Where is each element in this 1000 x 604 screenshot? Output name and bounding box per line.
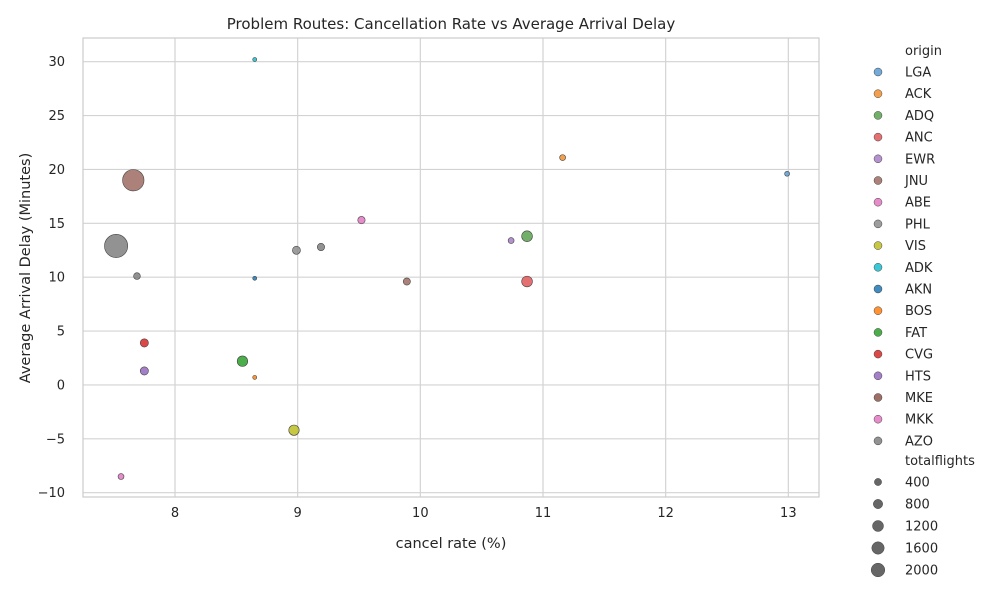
- legend-size-marker: [871, 541, 885, 555]
- legend-marker: [873, 219, 883, 229]
- legend-item-label: BOS: [905, 304, 932, 319]
- x-axis-label: cancel rate (%): [396, 536, 507, 552]
- legend-marker: [873, 263, 883, 272]
- y-tick-label: 20: [48, 163, 65, 178]
- data-point-adq: [521, 230, 533, 242]
- legend-size-label: 400: [905, 476, 930, 491]
- legend-marker: [873, 328, 883, 337]
- x-tick-label: 8: [171, 506, 179, 521]
- legend-item-label: MKK: [905, 413, 934, 428]
- x-tick-labels: 8 9 10 11 12 13: [171, 506, 797, 521]
- legend-item-label: ANC: [905, 131, 933, 146]
- legend-item-label: ACK: [905, 87, 932, 102]
- legend-item-label: ADK: [905, 261, 933, 276]
- data-point-cvg: [139, 338, 149, 348]
- data-point-akn: [252, 275, 258, 281]
- x-tick-label: 10: [412, 506, 429, 521]
- y-tick-label: 25: [48, 109, 65, 124]
- legend-hue-title: origin: [905, 44, 942, 59]
- legend-marker: [873, 67, 883, 77]
- data-point-hts: [139, 366, 149, 376]
- data-points: [104, 57, 790, 480]
- legend-size-label: 800: [905, 498, 930, 513]
- x-tick-label: 13: [780, 506, 797, 521]
- legend-item-label: AKN: [905, 283, 932, 298]
- data-point-azo: [133, 272, 141, 280]
- y-tick-label: −5: [46, 432, 65, 447]
- legend-size-title: totalflights: [905, 454, 975, 469]
- legend-size-label: 1200: [905, 520, 938, 535]
- legend-size-marker: [874, 478, 882, 486]
- chart-title: Problem Routes: Cancellation Rate vs Ave…: [227, 15, 676, 33]
- legend: origin LGA ACK ADQ ANC EWR JNU ABE PHL VIS ADK AKN B…: [870, 44, 975, 579]
- data-point-ewr: [507, 237, 515, 244]
- x-tick-label: 12: [657, 506, 674, 521]
- y-axis-label: Average Arrival Delay (Minutes): [18, 153, 34, 383]
- legend-marker: [873, 176, 883, 185]
- data-point-fat: [236, 355, 249, 367]
- data-point-vis: [288, 424, 300, 436]
- legend-marker: [873, 284, 883, 294]
- legend-item-label: MKE: [905, 391, 933, 406]
- legend-item-label: AZO: [905, 434, 933, 449]
- y-tick-label: 5: [57, 325, 65, 340]
- legend-marker: [873, 349, 883, 359]
- legend-item-label: ABE: [905, 196, 931, 211]
- data-point-azo: [316, 243, 325, 252]
- data-point-abe: [117, 473, 125, 480]
- data-point-bos: [252, 375, 258, 380]
- data-point-anc: [521, 275, 533, 288]
- legend-item-label: CVG: [905, 348, 933, 363]
- legend-marker: [873, 132, 883, 142]
- legend-marker: [873, 111, 883, 120]
- plot-frame: [82, 37, 820, 498]
- data-point-ack: [559, 154, 566, 161]
- legend-marker: [873, 436, 883, 446]
- legend-item-label: FAT: [905, 326, 927, 341]
- legend-item-label: LGA: [905, 66, 931, 81]
- data-point-phl: [292, 245, 301, 255]
- legend-marker: [873, 414, 883, 424]
- legend-size-marker: [870, 562, 886, 578]
- legend-marker: [873, 241, 883, 250]
- y-tick-label: 30: [48, 55, 65, 70]
- legend-marker: [873, 393, 883, 402]
- y-tick-label: −10: [38, 486, 65, 501]
- grid-lines: [83, 38, 819, 497]
- legend-size-label: 2000: [905, 564, 938, 579]
- data-point-jnu: [122, 169, 145, 192]
- legend-marker: [873, 154, 883, 164]
- legend-size-label: 1600: [905, 542, 938, 557]
- legend-item-label: ADQ: [905, 109, 934, 124]
- legend-item-label: JNU: [904, 174, 928, 189]
- data-point-jnu: [402, 277, 411, 286]
- legend-item-label: HTS: [905, 369, 931, 384]
- y-tick-label: 10: [48, 271, 65, 286]
- legend-size-marker: [873, 499, 883, 509]
- legend-item-label: VIS: [905, 239, 926, 254]
- x-tick-label: 9: [294, 506, 302, 521]
- data-point-lga: [784, 170, 790, 177]
- legend-marker: [873, 371, 883, 381]
- data-point-azo: [104, 234, 129, 258]
- data-point-abe: [357, 216, 366, 225]
- y-tick-label: 15: [48, 217, 65, 232]
- x-tick-label: 11: [535, 506, 552, 521]
- data-point-adk: [252, 57, 258, 62]
- legend-marker: [873, 89, 883, 98]
- legend-marker: [873, 306, 883, 315]
- y-tick-label: 0: [57, 378, 65, 393]
- y-tick-labels: −10 −5 0 5 10 15 20 25 30: [38, 55, 65, 501]
- legend-item-label: EWR: [905, 152, 935, 167]
- legend-marker: [873, 197, 883, 207]
- legend-item-label: PHL: [905, 217, 931, 232]
- legend-size-marker: [872, 520, 884, 532]
